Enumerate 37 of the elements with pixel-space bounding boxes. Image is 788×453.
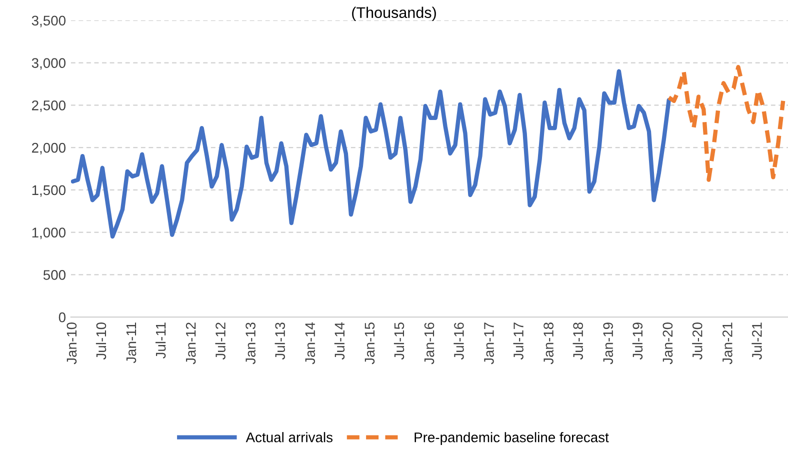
x-tick-label: Jan-12 [186, 322, 196, 364]
legend-label: Pre-pandemic baseline forecast [414, 432, 609, 446]
x-tick-label: Jan-11 [126, 322, 136, 364]
x-tick-label: Jan-16 [424, 322, 434, 364]
x-tick-label: Jan-15 [364, 322, 375, 364]
line-series [666, 64, 786, 182]
x-tick-label: Jul-16 [454, 322, 464, 360]
x-tick-label: Jul-15 [394, 322, 404, 360]
y-tick-label: 1,000 [32, 228, 66, 240]
x-tick-label: Jul-19 [632, 322, 643, 360]
x-tick-label: Jan-19 [603, 322, 614, 364]
y-tick-label: 0 [58, 312, 66, 322]
y-tick-label: 2,500 [32, 100, 66, 112]
x-tick-label: Jul-20 [692, 322, 702, 360]
x-tick-label: Jan-18 [544, 322, 554, 364]
x-tick-label: Jul-21 [752, 322, 762, 360]
x-tick-label: Jul-11 [156, 322, 166, 359]
x-tick-label: Jan-21 [722, 322, 732, 364]
y-tick-label: 500 [43, 270, 66, 280]
x-tick-label: Jan-17 [484, 322, 494, 364]
x-tick-label: Jan-20 [662, 322, 673, 364]
y-tick-label: 1,500 [32, 185, 66, 197]
x-tick-label: Jul-14 [334, 322, 345, 360]
x-tick-label: Jul-10 [96, 322, 106, 360]
x-tick-label: Jan-13 [246, 322, 256, 364]
x-tick-label: Jan-10 [66, 322, 77, 364]
y-tick-label: 3,500 [32, 16, 66, 28]
legend-label: Actual arrivals [246, 432, 333, 442]
x-tick-label: Jul-17 [513, 322, 524, 360]
chart-subtitle: (Thousands) [352, 6, 436, 22]
x-tick-label: Jul-13 [274, 322, 286, 360]
y-tick-label: 3,000 [32, 58, 66, 70]
y-tick-label: 2,000 [32, 142, 66, 154]
x-tick-label: Jul-12 [215, 322, 226, 360]
x-tick-label: Jul-18 [572, 322, 583, 360]
x-tick-label: Jan-14 [305, 322, 316, 364]
line-series [70, 69, 671, 239]
